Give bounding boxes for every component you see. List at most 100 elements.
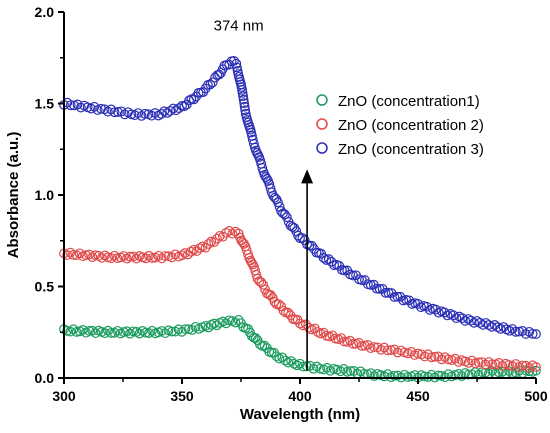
data-point xyxy=(372,342,383,353)
series-layer xyxy=(59,56,541,383)
data-point xyxy=(238,91,249,102)
data-point xyxy=(323,254,334,265)
data-point xyxy=(229,56,239,66)
legend-label: ZnO (concentration 2) xyxy=(338,117,484,134)
data-point xyxy=(248,138,259,149)
data-point xyxy=(318,252,329,263)
data-point xyxy=(100,328,110,339)
data-point xyxy=(469,317,479,328)
data-point xyxy=(409,370,420,380)
data-point xyxy=(273,197,283,208)
data-point xyxy=(457,313,468,324)
data-point xyxy=(194,243,205,254)
data-point xyxy=(371,283,382,294)
data-point xyxy=(413,298,423,309)
data-point xyxy=(233,228,244,239)
data-point xyxy=(339,336,350,347)
data-point xyxy=(173,324,184,335)
data-point xyxy=(473,357,484,368)
data-point xyxy=(150,108,160,118)
data-point xyxy=(131,253,142,264)
data-point xyxy=(214,69,225,80)
data-point xyxy=(421,301,432,312)
data-point xyxy=(345,335,356,346)
data-point xyxy=(224,226,235,236)
x-tick-label: 450 xyxy=(406,388,430,404)
data-point xyxy=(128,251,139,262)
data-point xyxy=(106,328,117,338)
data-point xyxy=(62,250,73,260)
data-point xyxy=(467,355,477,366)
data-point xyxy=(295,358,305,369)
data-point xyxy=(433,370,444,381)
data-point xyxy=(510,359,521,369)
data-point xyxy=(514,326,525,337)
data-point xyxy=(122,326,132,337)
data-point xyxy=(280,209,290,220)
data-point xyxy=(233,315,244,325)
data-point xyxy=(160,328,171,339)
data-point xyxy=(182,249,193,260)
data-point xyxy=(531,365,541,376)
data-point xyxy=(258,279,269,290)
y-tick-label: 2.0 xyxy=(35,4,55,20)
data-point xyxy=(140,327,151,338)
data-point xyxy=(380,287,391,298)
data-point xyxy=(144,328,154,338)
data-point xyxy=(177,250,187,261)
data-point xyxy=(478,319,488,330)
data-point xyxy=(345,366,356,376)
data-point xyxy=(118,251,129,261)
data-point xyxy=(231,58,242,69)
data-point xyxy=(171,105,182,116)
data-point xyxy=(448,310,459,321)
data-point xyxy=(84,249,95,260)
data-point xyxy=(278,305,289,316)
data-point xyxy=(68,250,79,260)
legend-label: ZnO (concentration1) xyxy=(338,93,480,110)
data-point xyxy=(423,349,434,360)
data-point xyxy=(232,62,242,73)
data-point xyxy=(65,326,76,337)
data-point xyxy=(473,369,484,380)
data-point xyxy=(160,251,171,261)
data-point xyxy=(419,371,430,382)
data-point xyxy=(517,326,528,336)
data-point xyxy=(389,344,400,355)
data-point xyxy=(338,364,349,374)
legend-item-3: ZnO (concentration 3) xyxy=(316,141,484,158)
data-point xyxy=(369,342,380,352)
data-point xyxy=(527,328,538,339)
annotations: 374 nm xyxy=(214,17,314,371)
data-point xyxy=(187,325,198,335)
data-point xyxy=(113,107,123,117)
data-point xyxy=(281,212,292,223)
data-point xyxy=(77,324,88,335)
data-point xyxy=(268,190,279,201)
legend: ZnO (concentration1) ZnO (concentration 2… xyxy=(316,93,484,158)
data-point xyxy=(109,250,120,261)
ticks: 300 350 400 450 500 0.0 0.5 1.0 1.5 2.0 xyxy=(35,4,548,404)
data-point xyxy=(125,328,135,339)
data-point xyxy=(240,105,251,116)
data-point xyxy=(475,317,485,328)
data-point xyxy=(402,372,413,382)
data-point xyxy=(134,328,145,339)
data-point xyxy=(531,329,541,339)
data-point xyxy=(277,352,288,363)
data-point xyxy=(87,325,98,336)
data-point xyxy=(450,353,460,364)
x-tick-label: 350 xyxy=(170,388,194,404)
data-point xyxy=(74,248,85,259)
data-point xyxy=(251,269,262,280)
data-point xyxy=(185,246,196,257)
data-point xyxy=(125,251,135,262)
data-point xyxy=(90,328,101,338)
legend-label: ZnO (concentration 3) xyxy=(338,141,484,158)
legend-item-1: ZnO (concentration1) xyxy=(316,93,480,110)
y-tick-label: 1.0 xyxy=(35,187,55,203)
data-point xyxy=(221,318,231,329)
data-point xyxy=(140,108,150,119)
data-point xyxy=(209,318,220,329)
data-point xyxy=(179,101,190,112)
